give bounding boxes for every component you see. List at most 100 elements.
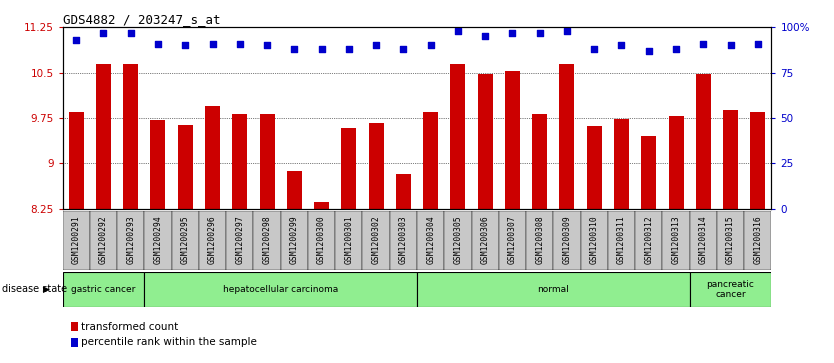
Bar bbox=[505, 72, 520, 209]
Bar bbox=[636, 211, 662, 270]
Bar bbox=[63, 272, 144, 307]
Text: transformed count: transformed count bbox=[81, 322, 178, 332]
Point bbox=[97, 30, 110, 36]
Bar bbox=[614, 119, 629, 209]
Text: GSM1200308: GSM1200308 bbox=[535, 215, 545, 264]
Bar bbox=[335, 211, 363, 270]
Bar bbox=[608, 211, 636, 270]
Text: GSM1200296: GSM1200296 bbox=[208, 215, 217, 264]
Bar bbox=[226, 211, 254, 270]
Text: GSM1200306: GSM1200306 bbox=[480, 215, 490, 264]
Bar bbox=[580, 211, 608, 270]
Bar bbox=[363, 211, 389, 270]
Bar bbox=[178, 125, 193, 209]
Point bbox=[642, 48, 656, 54]
Bar bbox=[389, 211, 417, 270]
Bar bbox=[63, 211, 90, 270]
Text: normal: normal bbox=[537, 285, 569, 294]
Text: GSM1200302: GSM1200302 bbox=[372, 215, 380, 264]
Bar bbox=[532, 114, 547, 209]
Bar bbox=[90, 211, 117, 270]
Bar bbox=[560, 64, 575, 209]
Point bbox=[151, 41, 164, 46]
Bar bbox=[423, 112, 438, 209]
Point bbox=[615, 42, 628, 48]
Text: GSM1200307: GSM1200307 bbox=[508, 215, 517, 264]
Bar bbox=[68, 112, 83, 209]
Bar bbox=[478, 74, 493, 209]
Point bbox=[288, 46, 301, 52]
Point bbox=[724, 42, 737, 48]
Text: GSM1200295: GSM1200295 bbox=[181, 215, 190, 264]
Text: GSM1200291: GSM1200291 bbox=[72, 215, 81, 264]
Text: GSM1200303: GSM1200303 bbox=[399, 215, 408, 264]
Bar bbox=[690, 211, 717, 270]
Point bbox=[69, 37, 83, 43]
Point bbox=[397, 46, 410, 52]
Bar bbox=[314, 202, 329, 209]
Bar bbox=[417, 211, 445, 270]
Bar bbox=[172, 211, 198, 270]
Point bbox=[124, 30, 138, 36]
Bar bbox=[205, 106, 220, 209]
Point bbox=[234, 41, 247, 46]
Text: percentile rank within the sample: percentile rank within the sample bbox=[81, 337, 257, 347]
Bar bbox=[450, 64, 465, 209]
Text: GSM1200316: GSM1200316 bbox=[753, 215, 762, 264]
Text: ▶: ▶ bbox=[43, 285, 50, 294]
Bar bbox=[281, 211, 308, 270]
Text: GSM1200309: GSM1200309 bbox=[562, 215, 571, 264]
Point bbox=[670, 46, 683, 52]
Text: GDS4882 / 203247_s_at: GDS4882 / 203247_s_at bbox=[63, 13, 220, 26]
Bar bbox=[662, 211, 690, 270]
Bar bbox=[587, 126, 601, 209]
Text: GSM1200312: GSM1200312 bbox=[644, 215, 653, 264]
Text: disease state: disease state bbox=[2, 285, 67, 294]
Bar bbox=[417, 272, 690, 307]
Text: GSM1200315: GSM1200315 bbox=[726, 215, 735, 264]
Bar bbox=[144, 211, 172, 270]
Point bbox=[505, 30, 519, 36]
Text: pancreatic
cancer: pancreatic cancer bbox=[706, 280, 755, 299]
Point bbox=[451, 28, 465, 34]
Text: GSM1200299: GSM1200299 bbox=[289, 215, 299, 264]
Bar bbox=[150, 120, 165, 209]
Bar bbox=[287, 171, 302, 209]
Bar bbox=[717, 211, 744, 270]
Point bbox=[342, 46, 355, 52]
Text: GSM1200314: GSM1200314 bbox=[699, 215, 708, 264]
Bar bbox=[123, 64, 138, 209]
Text: GSM1200297: GSM1200297 bbox=[235, 215, 244, 264]
Bar bbox=[641, 136, 656, 209]
Text: GSM1200293: GSM1200293 bbox=[126, 215, 135, 264]
Text: GSM1200313: GSM1200313 bbox=[671, 215, 681, 264]
Text: GSM1200300: GSM1200300 bbox=[317, 215, 326, 264]
Point bbox=[751, 41, 765, 46]
Bar bbox=[499, 211, 526, 270]
Point bbox=[533, 30, 546, 36]
Text: gastric cancer: gastric cancer bbox=[71, 285, 136, 294]
Bar bbox=[233, 114, 247, 209]
Bar bbox=[751, 112, 766, 209]
Bar bbox=[445, 211, 471, 270]
Bar bbox=[117, 211, 144, 270]
Point bbox=[315, 46, 329, 52]
Bar bbox=[669, 116, 684, 209]
Bar bbox=[696, 74, 711, 209]
Bar bbox=[744, 211, 771, 270]
Text: GSM1200305: GSM1200305 bbox=[454, 215, 462, 264]
Bar bbox=[553, 211, 580, 270]
Bar bbox=[369, 123, 384, 209]
Text: GSM1200311: GSM1200311 bbox=[617, 215, 626, 264]
Point bbox=[178, 42, 192, 48]
Bar bbox=[259, 114, 274, 209]
Point bbox=[587, 46, 600, 52]
Bar bbox=[723, 110, 738, 209]
Bar bbox=[526, 211, 553, 270]
Point bbox=[560, 28, 574, 34]
Text: GSM1200298: GSM1200298 bbox=[263, 215, 272, 264]
Point bbox=[696, 41, 710, 46]
Text: hepatocellular carcinoma: hepatocellular carcinoma bbox=[223, 285, 339, 294]
Point bbox=[260, 42, 274, 48]
Bar bbox=[396, 174, 411, 209]
